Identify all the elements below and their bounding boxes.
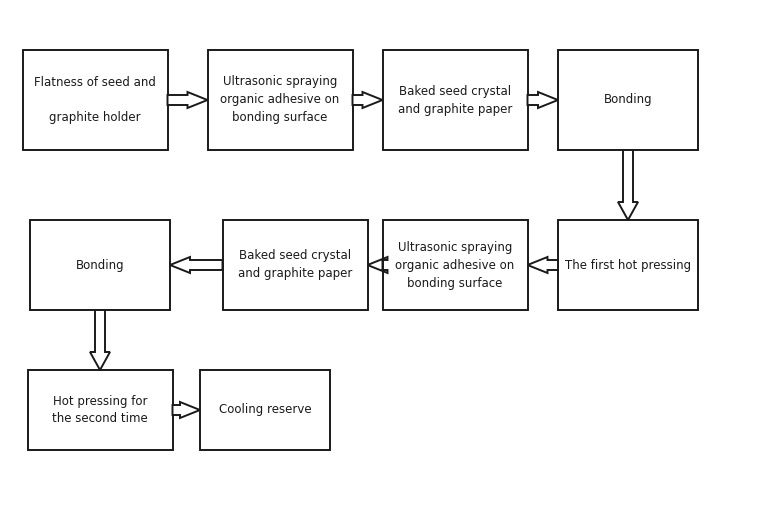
Text: The first hot pressing: The first hot pressing (565, 259, 691, 271)
FancyBboxPatch shape (222, 220, 368, 310)
Text: Baked seed crystal
and graphite paper: Baked seed crystal and graphite paper (237, 249, 352, 281)
FancyBboxPatch shape (208, 50, 352, 150)
Text: Bonding: Bonding (604, 94, 653, 106)
FancyBboxPatch shape (22, 50, 168, 150)
Polygon shape (528, 257, 558, 273)
Text: Bonding: Bonding (76, 259, 124, 271)
Text: Ultrasonic spraying
organic adhesive on
bonding surface: Ultrasonic spraying organic adhesive on … (395, 241, 515, 289)
Text: Hot pressing for
the second time: Hot pressing for the second time (52, 395, 148, 425)
Text: Ultrasonic spraying
organic adhesive on
bonding surface: Ultrasonic spraying organic adhesive on … (221, 75, 339, 124)
FancyBboxPatch shape (200, 370, 330, 450)
Polygon shape (528, 92, 558, 108)
FancyBboxPatch shape (28, 370, 172, 450)
FancyBboxPatch shape (558, 50, 698, 150)
Polygon shape (618, 150, 638, 220)
Polygon shape (352, 92, 382, 108)
Text: Cooling reserve: Cooling reserve (218, 403, 311, 416)
Polygon shape (368, 257, 388, 273)
FancyBboxPatch shape (382, 50, 528, 150)
FancyBboxPatch shape (30, 220, 170, 310)
FancyBboxPatch shape (558, 220, 698, 310)
Polygon shape (170, 257, 222, 273)
Polygon shape (90, 310, 110, 370)
Polygon shape (172, 402, 200, 418)
FancyBboxPatch shape (382, 220, 528, 310)
Text: Flatness of seed and

graphite holder: Flatness of seed and graphite holder (34, 75, 156, 124)
Text: Baked seed crystal
and graphite paper: Baked seed crystal and graphite paper (398, 84, 512, 116)
Polygon shape (168, 92, 208, 108)
